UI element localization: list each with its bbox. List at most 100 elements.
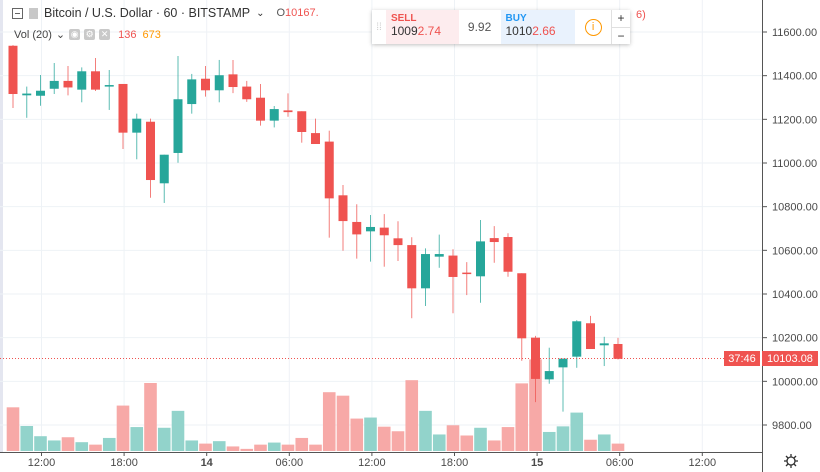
open-label: O (276, 7, 286, 19)
candle (434, 234, 444, 268)
candle-body (324, 141, 334, 199)
buy-price-hi: 2.66 (532, 24, 556, 38)
chevron-down-icon[interactable]: ⌄ (55, 29, 66, 41)
volume-bar (144, 383, 157, 451)
time-tick-label: 06:00 (606, 457, 634, 469)
time-tick-label: 06:00 (276, 457, 304, 469)
volume-bar (501, 427, 515, 451)
volume-bar (597, 434, 611, 451)
candle-body (558, 358, 568, 368)
candle-body (421, 254, 430, 289)
volume-bar (570, 412, 584, 451)
volume-bar (515, 383, 529, 451)
price-tick-label: 10200.00 (772, 333, 818, 345)
ohlc-open: O10167. (276, 7, 318, 19)
candle (352, 204, 362, 259)
candle-body (104, 85, 114, 87)
volume-bar (432, 434, 446, 451)
candle (558, 358, 568, 412)
candle (462, 262, 472, 296)
candle-body (379, 227, 389, 236)
symbol-title[interactable]: Bitcoin / U.S. Dollar · 60 · BITSTAMP (44, 6, 251, 20)
minus-button[interactable]: − (617, 28, 625, 43)
candle (393, 221, 403, 262)
volume-bar (391, 431, 405, 451)
candle (283, 93, 293, 117)
volume-value: 136 (118, 28, 137, 41)
size-stepper: + − (611, 10, 630, 44)
volume-bar (130, 427, 144, 451)
candle (132, 113, 142, 160)
candle-body (613, 343, 623, 359)
buy-button[interactable]: BUY 10102.66 (500, 10, 576, 44)
close-icon[interactable]: ✕ (99, 29, 111, 40)
candle (242, 80, 252, 102)
candle-body (269, 109, 279, 121)
time-tick-label: 14 (201, 457, 214, 469)
left-border (0, 0, 3, 452)
candle (613, 337, 623, 360)
candle-body (338, 195, 348, 222)
volume-bar (322, 392, 336, 451)
trade-widget: ⁞⁞ SELL 10092.74 9.92 BUY 10102.66 i + − (372, 10, 630, 44)
candle (503, 233, 513, 277)
candle (324, 130, 334, 238)
candle (91, 57, 100, 91)
candle (146, 118, 155, 198)
candle (104, 69, 114, 110)
candle-body (159, 154, 169, 184)
info-button[interactable]: i (575, 10, 611, 44)
sell-price-main: 1009 (390, 24, 418, 38)
open-value: 10167. (285, 7, 319, 19)
collapse-icon[interactable] (12, 7, 23, 19)
candle (572, 320, 582, 368)
candle (407, 237, 417, 319)
volume-bar (34, 436, 47, 451)
volume-bar (377, 426, 391, 451)
price-tick-label: 10400.00 (772, 289, 818, 301)
volume-bar (171, 410, 185, 451)
chevron-down-icon[interactable]: ⌄ (256, 7, 265, 19)
candle (338, 185, 348, 251)
plus-button[interactable]: + (612, 10, 630, 28)
price-axis[interactable]: 11600.00 11400.00 11200.00 11000.00 10800.00… (762, 27, 818, 432)
drag-handle-icon[interactable]: ⁞⁞ (376, 21, 382, 33)
price-tick-label: 11400.00 (772, 71, 817, 83)
buy-label: BUY (505, 13, 527, 24)
candle-body (434, 254, 444, 257)
volume-bar (212, 441, 226, 451)
candle (201, 66, 210, 97)
candle-body (242, 86, 252, 100)
candle (118, 83, 128, 150)
volume-bar (556, 426, 570, 451)
candle (77, 67, 87, 103)
volume-title[interactable]: Vol (20) (14, 28, 52, 41)
candle (8, 45, 18, 108)
candle-body (599, 343, 609, 346)
price-tick-label: 11200.00 (772, 114, 817, 126)
sell-button[interactable]: SELL 10092.74 (385, 10, 459, 44)
time-tick-label: 18:00 (110, 457, 138, 469)
settings-gear-icon[interactable] (784, 454, 798, 468)
price-tick-label: 10800.00 (772, 202, 818, 214)
volume-bar (89, 444, 102, 451)
legend-fragment: 6) (636, 9, 646, 21)
candle-body (49, 80, 59, 89)
gear-icon[interactable]: ⚙ (84, 29, 96, 40)
volume-ma-value: 673 (142, 28, 161, 41)
eye-icon[interactable]: ◉ (69, 29, 81, 40)
volume-bar (364, 417, 377, 451)
candle (36, 75, 45, 106)
candle (421, 248, 430, 307)
candle-body (228, 74, 238, 88)
candle (297, 111, 307, 143)
candle-body (489, 238, 499, 243)
candle-body (187, 79, 197, 105)
candle (366, 214, 375, 262)
candle-body (517, 273, 527, 339)
volume-bar (157, 427, 171, 451)
volume-bar (350, 418, 364, 451)
volume-bar (281, 444, 295, 451)
time-axis[interactable]: 12:00 18:00 14 06:00 12:00 18:00 15 06:00 12:00 (28, 452, 716, 469)
